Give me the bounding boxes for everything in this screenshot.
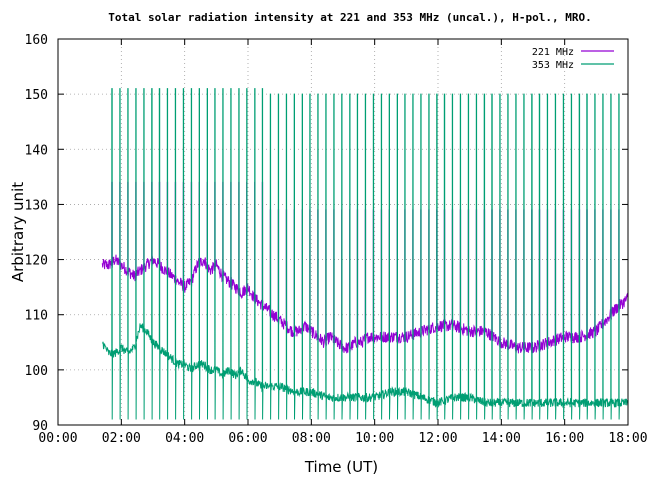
y-tick-label: 90 [32,419,48,434]
series-line-1 [102,88,629,420]
x-axis-label: Time (UT) [304,458,379,476]
y-tick-label: 160 [25,33,48,48]
x-tick-label: 00:00 [38,431,77,446]
x-tick-label: 12:00 [418,431,457,446]
y-tick-label: 120 [25,254,48,269]
x-tick-label: 14:00 [482,431,521,446]
x-tick-label: 18:00 [608,431,647,446]
x-tick-label: 02:00 [102,431,141,446]
x-tick-label: 10:00 [355,431,394,446]
y-tick-label: 140 [25,143,48,158]
x-tick-label: 06:00 [228,431,267,446]
y-tick-label: 110 [25,309,48,324]
plot-border [57,38,629,426]
x-tick-label: 16:00 [545,431,584,446]
chart-title: Total solar radiation intensity at 221 a… [108,11,592,24]
x-tick-label: 04:00 [165,431,204,446]
y-tick-label: 130 [25,198,48,213]
y-tick-label: 100 [25,364,48,379]
y-tick-label: 150 [25,88,48,103]
x-tick-label: 08:00 [292,431,331,446]
legend-label: 353 MHz [532,60,574,71]
legend-label: 221 MHz [532,47,574,58]
